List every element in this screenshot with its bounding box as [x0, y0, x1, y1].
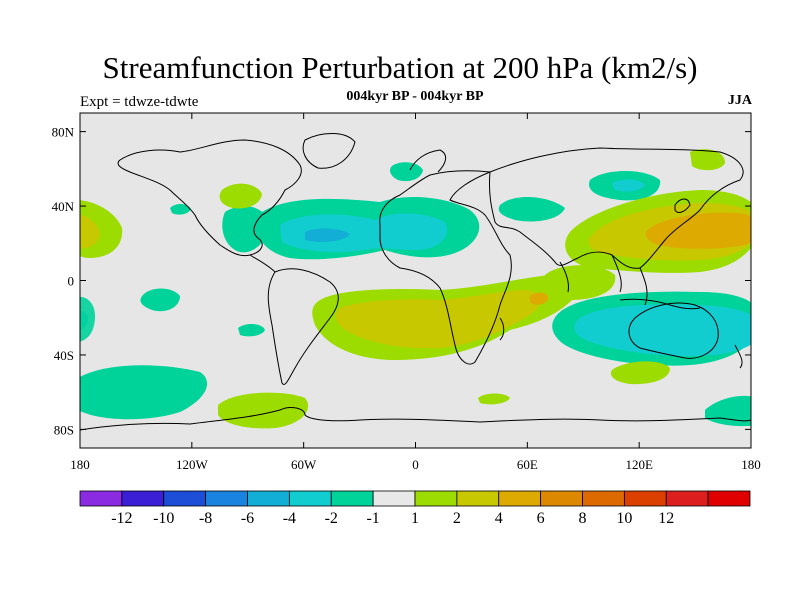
colorbar-swatch: [623, 490, 667, 507]
coast-india: [559, 261, 569, 293]
x-tick-label: 60W: [291, 457, 317, 472]
region-arctic-pacific: [690, 149, 725, 171]
colorbar-swatch: [582, 490, 625, 507]
colorbar-label: -12: [111, 510, 132, 527]
colorbar-swatch: [414, 490, 458, 507]
coast-north-america: [117, 139, 302, 257]
colorbar-label: 1: [411, 510, 419, 527]
colorbar: -12 -10 -8 -6 -4 -2 -1 1 2 4 6 8 10 12: [79, 490, 751, 527]
colorbar-swatch: [79, 490, 123, 507]
plot-subtitle: 004kyr BP - 004kyr BP: [346, 89, 484, 104]
contour-shading: [80, 149, 751, 429]
x-tick-label: 180: [741, 457, 761, 472]
colorbar-label: 10: [616, 510, 632, 527]
colorbar-swatch: [163, 490, 207, 507]
coast-scandinavia: [409, 149, 447, 173]
region-west-pacific-positive-core: [645, 212, 751, 249]
region-southeast-pacific: [238, 324, 265, 337]
y-tick-label: 80N: [52, 125, 75, 140]
x-tick-label: 60E: [517, 457, 538, 472]
region-north-atlantic-core: [280, 213, 447, 253]
colorbar-swatch: [288, 490, 332, 507]
region-australia-core: [574, 304, 751, 357]
colorbar-label: 4: [495, 510, 503, 527]
region-central-asia: [498, 196, 565, 222]
x-tick-label: 0: [412, 457, 419, 472]
coast-asia: [489, 147, 744, 269]
colorbar-label: 8: [579, 510, 587, 527]
y-tick-label: 40S: [54, 348, 74, 363]
colorbar-swatch: [372, 490, 416, 507]
x-axis: 180 120W 60W 0 60E 120E 180: [70, 113, 761, 472]
region-north-america-east: [219, 183, 262, 209]
region-north-atlantic-inner: [305, 228, 350, 242]
y-tick-label: 40N: [52, 199, 75, 214]
coast-greenland: [302, 133, 356, 169]
colorbar-label: -4: [283, 510, 296, 527]
x-tick-label: 120W: [176, 457, 209, 472]
colorbar-swatch: [247, 490, 290, 507]
coast-new-zealand: [734, 344, 743, 369]
coast-indonesia: [619, 298, 701, 310]
coast-southeast-asia: [611, 254, 648, 306]
colorbar-swatch: [707, 490, 751, 507]
region-atlantic-small: [170, 203, 191, 215]
y-tick-label: 0: [68, 274, 75, 289]
colorbar-swatch: [205, 490, 248, 507]
x-tick-label: 180: [70, 457, 90, 472]
colorbar-swatch: [456, 490, 500, 507]
region-north-america-west: [222, 206, 269, 253]
colorbar-swatch: [540, 490, 583, 507]
coast-australia: [628, 302, 719, 359]
colorbar-swatch: [121, 490, 165, 507]
colorbar-label: 6: [537, 510, 545, 527]
coast-madagascar: [499, 317, 505, 341]
y-tick-label: 80S: [54, 422, 74, 437]
colorbar-label: -8: [199, 510, 212, 527]
region-south-pacific: [218, 392, 309, 429]
region-south-africa-small: [478, 393, 510, 405]
colorbar-swatch: [665, 490, 709, 507]
colorbar-label: -6: [241, 510, 254, 527]
colorbar-label: -1: [366, 510, 379, 527]
colorbar-label: -10: [153, 510, 174, 527]
region-west-pacific-edge-outer: [80, 297, 96, 342]
coast-europe-africa: [379, 170, 512, 365]
colorbar-label: -2: [325, 510, 338, 527]
region-east-pacific-positive-core: [80, 214, 100, 249]
colorbar-label: 12: [658, 510, 674, 527]
colorbar-label: 2: [453, 510, 461, 527]
region-pacific-south: [140, 288, 180, 312]
y-axis: 80N 40N 0 40S 80S: [52, 125, 751, 437]
colorbar-swatch: [330, 490, 374, 507]
region-south-atlantic-spot: [530, 292, 549, 305]
region-scandinavia: [390, 162, 423, 182]
coast-central-america: [249, 254, 276, 273]
coast-south-america: [267, 268, 339, 385]
colorbar-swatch: [498, 490, 542, 507]
coastlines: [80, 133, 751, 431]
experiment-label: Expt = tdwze-tdwte: [80, 94, 199, 110]
plot-title: Streamfunction Perturbation at 200 hPa (…: [102, 50, 698, 85]
x-tick-label: 120E: [625, 457, 653, 472]
coast-antarctica: [80, 407, 751, 431]
coast-japan: [674, 198, 691, 213]
season-label: JJA: [727, 93, 752, 108]
region-southern-ocean-west: [80, 365, 208, 420]
region-south-indian: [610, 361, 670, 385]
region-north-pacific-core: [612, 179, 645, 192]
